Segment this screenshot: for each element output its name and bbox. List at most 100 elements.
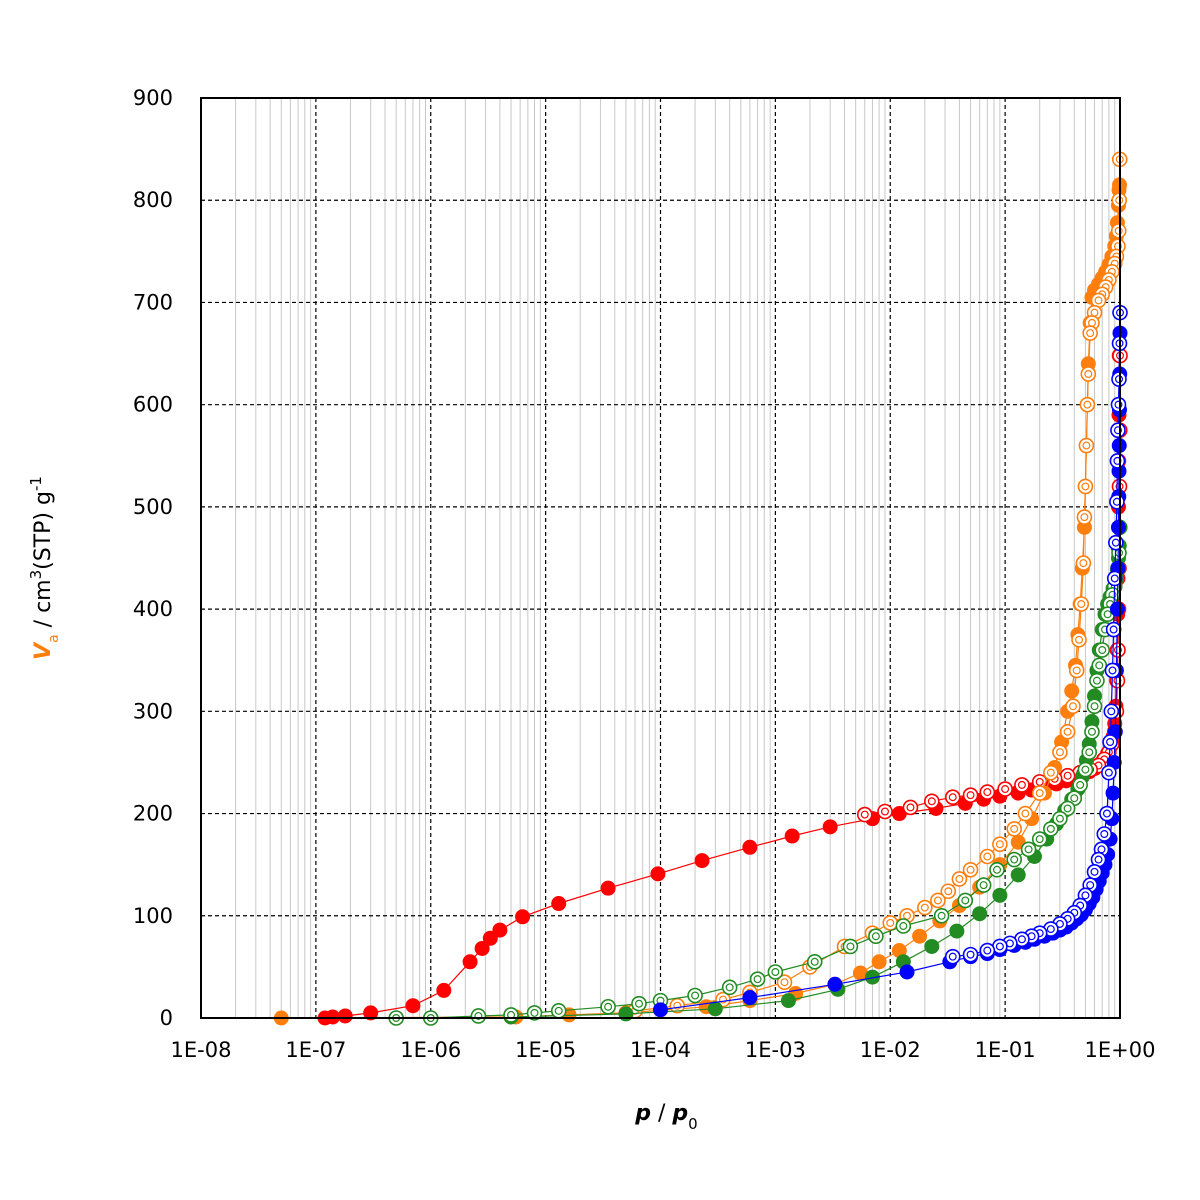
desorption-point-inner: [906, 803, 915, 812]
adsorption-point: [827, 976, 843, 992]
desorption-point: [1078, 437, 1095, 454]
desorption-point: [962, 946, 979, 963]
adsorption-point: [780, 993, 796, 1009]
desorption-point: [962, 861, 979, 878]
desorption-point-inner: [880, 807, 889, 816]
adsorption-point: [871, 954, 887, 970]
x-axis-subscript: 0: [688, 1115, 698, 1133]
desorption-point: [979, 784, 996, 800]
x-tick-label: 1E-06: [400, 1038, 461, 1062]
desorption-point: [989, 861, 1005, 878]
desorption-point-inner: [1069, 702, 1078, 711]
desorption-point: [1052, 744, 1068, 761]
desorption-point: [1089, 672, 1105, 689]
desorption-point-inner: [780, 978, 789, 987]
desorption-point: [470, 1008, 487, 1024]
desorption-point: [1110, 642, 1126, 658]
desorption-point: [1075, 555, 1092, 571]
desorption-point: [917, 899, 933, 916]
adsorption-point: [742, 839, 758, 855]
adsorption-point: [694, 853, 710, 869]
desorption-point: [1096, 826, 1113, 842]
desorption-point: [1104, 662, 1121, 679]
desorption-point-inner: [1070, 794, 1079, 803]
adsorption-point: [405, 998, 421, 1014]
adsorption-point: [482, 930, 498, 946]
desorption-point: [767, 964, 784, 980]
desorption-point: [940, 883, 957, 900]
desorption-point: [1084, 723, 1100, 740]
desorption-point-inner: [1098, 645, 1107, 654]
desorption-point-inner: [1080, 513, 1089, 522]
desorption-point-inner: [927, 797, 936, 806]
y-axis-symbol-v: V: [31, 641, 56, 660]
y-tick-label: 100: [133, 904, 173, 928]
desorption-point-inner: [979, 881, 988, 890]
desorption-point: [669, 997, 686, 1014]
desorption-point-inner: [1035, 789, 1044, 798]
desorption-point-inner: [846, 942, 855, 951]
desorption-point-inner: [1100, 829, 1109, 838]
x-tick-label: 1E-03: [745, 1038, 806, 1062]
desorption-point-inner: [1063, 727, 1072, 736]
desorption-point: [1082, 325, 1098, 341]
y-axis-superscript-3: 3: [27, 570, 45, 580]
desorption-point: [806, 953, 823, 970]
desorption-point-inner: [1103, 610, 1112, 619]
desorption-point-inner: [554, 1006, 563, 1015]
desorption-point-inner: [1063, 804, 1072, 813]
x-tick-label: 1E-07: [285, 1038, 346, 1062]
desorption-point-inner: [1081, 482, 1090, 491]
desorption-point-inner: [948, 793, 957, 802]
adsorption-point: [653, 1002, 668, 1018]
adsorption-point: [1110, 519, 1126, 535]
desorption-point: [924, 793, 940, 810]
adsorption-point: [551, 896, 567, 912]
desorption-point-inner: [1106, 737, 1115, 746]
adsorption-point: [474, 940, 490, 956]
y-axis-superscript-minus-1: -1: [27, 476, 45, 491]
adsorption-point: [972, 906, 988, 922]
desorption-point-inner: [1035, 835, 1044, 844]
y-axis-unit-cm: / cm: [31, 579, 56, 634]
desorption-point-inner: [1076, 780, 1085, 789]
desorption-point: [1006, 821, 1023, 837]
desorption-point: [951, 871, 968, 887]
desorption-point-inner: [955, 874, 964, 883]
desorption-point: [1071, 631, 1087, 648]
adsorption-point: [707, 1001, 723, 1017]
minor-grid: [235, 98, 1116, 1018]
x-axis-title: p / p0: [634, 1101, 697, 1133]
desorption-point-inner: [983, 946, 992, 955]
adsorption-point: [742, 990, 758, 1006]
desorption-point-inner: [1082, 441, 1091, 450]
desorption-point-inner: [961, 896, 970, 905]
desorption-point-inner: [753, 975, 762, 984]
adsorption-point: [462, 954, 478, 970]
y-axis-title: Va / cm3(STP) g-1: [27, 476, 62, 660]
y-tick-label: 200: [133, 802, 173, 826]
adsorption-point: [492, 922, 508, 938]
desorption-point-inner: [948, 952, 957, 961]
adsorption-point: [899, 964, 915, 980]
y-tick-label: 300: [133, 699, 173, 723]
desorption-point-inner: [1035, 777, 1044, 786]
desorption-point: [1059, 767, 1076, 784]
desorption-point-inner: [1046, 824, 1055, 833]
y-tick-label: 0: [160, 1006, 173, 1030]
adsorption-point: [1105, 785, 1121, 801]
desorption-point-inner: [1113, 645, 1122, 654]
adsorption-point: [822, 819, 838, 835]
desorption-point: [979, 942, 996, 959]
y-tick-label: 700: [133, 290, 173, 314]
desorption-point: [1076, 509, 1093, 525]
desorption-point: [957, 892, 974, 909]
desorption-point: [1094, 642, 1111, 658]
desorption-point-inner: [530, 1008, 539, 1017]
desorption-point-inner: [691, 991, 700, 1000]
adsorption-point: [992, 887, 1008, 903]
desorption-point: [1031, 831, 1048, 847]
desorption-point: [1006, 851, 1023, 868]
adsorption-point: [1064, 683, 1080, 699]
y-tick-label: 600: [133, 393, 173, 417]
